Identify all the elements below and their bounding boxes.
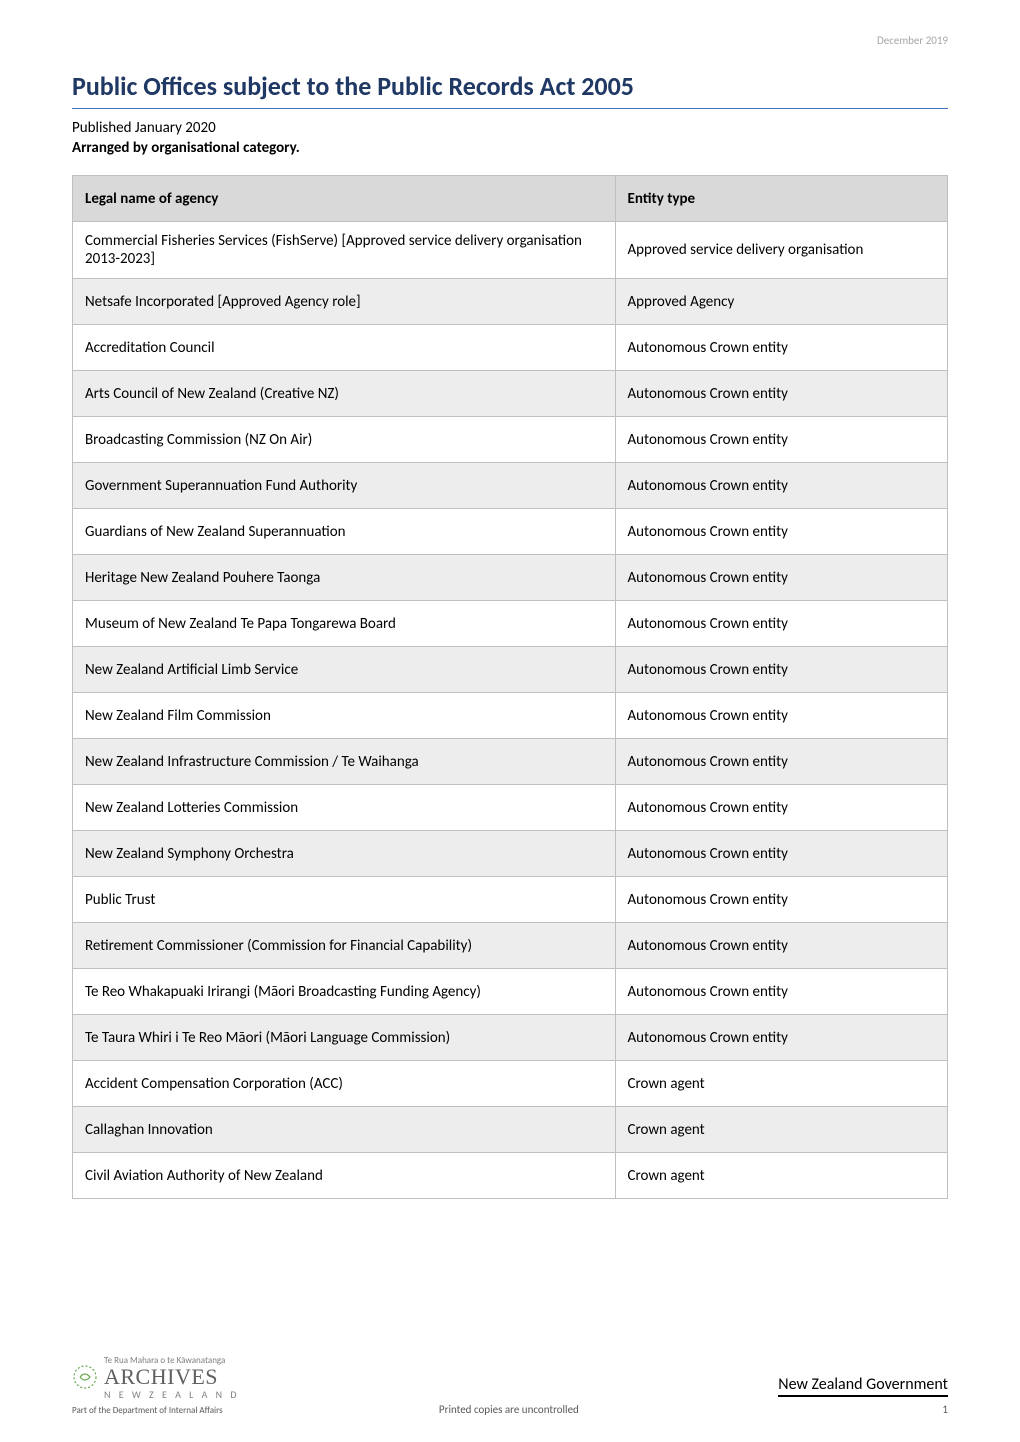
col-header-type: Entity type (615, 176, 948, 222)
cell-entity-type: Autonomous Crown entity (615, 923, 948, 969)
table-row: Public TrustAutonomous Crown entity (73, 877, 948, 923)
footer-right: New Zealand Government 1 (778, 1375, 948, 1416)
table-header-row: Legal name of agency Entity type (73, 176, 948, 222)
table-row: New Zealand Artificial Limb ServiceAuton… (73, 647, 948, 693)
table-row: Accreditation CouncilAutonomous Crown en… (73, 325, 948, 371)
table-row: Commercial Fisheries Services (FishServe… (73, 222, 948, 279)
table-row: Civil Aviation Authority of New ZealandC… (73, 1153, 948, 1199)
cell-agency-name: Te Taura Whiri i Te Reo Māori (Māori Lan… (73, 1015, 616, 1061)
cell-entity-type: Autonomous Crown entity (615, 417, 948, 463)
col-header-name: Legal name of agency (73, 176, 616, 222)
cell-entity-type: Autonomous Crown entity (615, 739, 948, 785)
cell-agency-name: Netsafe Incorporated [Approved Agency ro… (73, 279, 616, 325)
table-row: Arts Council of New Zealand (Creative NZ… (73, 371, 948, 417)
cell-entity-type: Autonomous Crown entity (615, 371, 948, 417)
page-footer: Te Rua Mahara o te Kāwanatanga ARCHIVES … (72, 1355, 948, 1416)
footer-center-text: Printed copies are uncontrolled (439, 1403, 579, 1416)
cell-agency-name: Accident Compensation Corporation (ACC) (73, 1061, 616, 1107)
cell-agency-name: Arts Council of New Zealand (Creative NZ… (73, 371, 616, 417)
date-header: December 2019 (877, 34, 948, 47)
cell-agency-name: Guardians of New Zealand Superannuation (73, 509, 616, 555)
cell-entity-type: Autonomous Crown entity (615, 693, 948, 739)
published-line: Published January 2020 (72, 119, 948, 137)
cell-agency-name: Broadcasting Commission (NZ On Air) (73, 417, 616, 463)
cell-entity-type: Approved Agency (615, 279, 948, 325)
table-row: Heritage New Zealand Pouhere TaongaAuton… (73, 555, 948, 601)
page-number: 1 (942, 1403, 948, 1416)
table-row: Te Taura Whiri i Te Reo Māori (Māori Lan… (73, 1015, 948, 1061)
table-row: Retirement Commissioner (Commission for … (73, 923, 948, 969)
cell-entity-type: Autonomous Crown entity (615, 969, 948, 1015)
table-row: New Zealand Symphony OrchestraAutonomous… (73, 831, 948, 877)
cell-entity-type: Crown agent (615, 1107, 948, 1153)
cell-agency-name: Accreditation Council (73, 325, 616, 371)
cell-agency-name: Museum of New Zealand Te Papa Tongarewa … (73, 601, 616, 647)
cell-entity-type: Autonomous Crown entity (615, 555, 948, 601)
table-row: Guardians of New Zealand SuperannuationA… (73, 509, 948, 555)
cell-entity-type: Autonomous Crown entity (615, 785, 948, 831)
footer-left: Te Rua Mahara o te Kāwanatanga ARCHIVES … (72, 1355, 240, 1416)
offices-table: Legal name of agency Entity type Commerc… (72, 175, 948, 1199)
cell-entity-type: Autonomous Crown entity (615, 647, 948, 693)
cell-entity-type: Crown agent (615, 1153, 948, 1199)
table-row: Accident Compensation Corporation (ACC)C… (73, 1061, 948, 1107)
cell-agency-name: Public Trust (73, 877, 616, 923)
cell-agency-name: Callaghan Innovation (73, 1107, 616, 1153)
cell-entity-type: Crown agent (615, 1061, 948, 1107)
cell-agency-name: New Zealand Infrastructure Commission / … (73, 739, 616, 785)
table-row: New Zealand Infrastructure Commission / … (73, 739, 948, 785)
table-row: New Zealand Lotteries CommissionAutonomo… (73, 785, 948, 831)
cell-entity-type: Autonomous Crown entity (615, 601, 948, 647)
cell-entity-type: Autonomous Crown entity (615, 1015, 948, 1061)
cell-agency-name: Commercial Fisheries Services (FishServe… (73, 222, 616, 279)
cell-agency-name: Retirement Commissioner (Commission for … (73, 923, 616, 969)
archives-dept-line: Part of the Department of Internal Affai… (72, 1405, 223, 1416)
archives-icon (72, 1364, 98, 1390)
cell-agency-name: New Zealand Artificial Limb Service (73, 647, 616, 693)
table-row: Museum of New Zealand Te Papa Tongarewa … (73, 601, 948, 647)
archives-logo: ARCHIVES (72, 1364, 218, 1390)
cell-agency-name: New Zealand Lotteries Commission (73, 785, 616, 831)
nz-government-wordmark: New Zealand Government (778, 1375, 948, 1397)
arranged-line: Arranged by organisational category. (72, 139, 948, 157)
table-row: Callaghan InnovationCrown agent (73, 1107, 948, 1153)
cell-agency-name: Government Superannuation Fund Authority (73, 463, 616, 509)
table-row: Government Superannuation Fund Authority… (73, 463, 948, 509)
cell-agency-name: New Zealand Film Commission (73, 693, 616, 739)
cell-entity-type: Autonomous Crown entity (615, 509, 948, 555)
archives-subtitle: N E W Z E A L A N D (104, 1388, 240, 1401)
cell-agency-name: Heritage New Zealand Pouhere Taonga (73, 555, 616, 601)
table-row: Broadcasting Commission (NZ On Air)Auton… (73, 417, 948, 463)
cell-agency-name: Civil Aviation Authority of New Zealand (73, 1153, 616, 1199)
cell-agency-name: New Zealand Symphony Orchestra (73, 831, 616, 877)
archives-wordmark: ARCHIVES (104, 1364, 218, 1390)
cell-entity-type: Autonomous Crown entity (615, 877, 948, 923)
page-title: Public Offices subject to the Public Rec… (72, 70, 948, 109)
cell-entity-type: Approved service delivery organisation (615, 222, 948, 279)
table-row: New Zealand Film CommissionAutonomous Cr… (73, 693, 948, 739)
table-body: Commercial Fisheries Services (FishServe… (73, 222, 948, 1199)
cell-entity-type: Autonomous Crown entity (615, 325, 948, 371)
table-row: Netsafe Incorporated [Approved Agency ro… (73, 279, 948, 325)
table-row: Te Reo Whakapuaki Irirangi (Māori Broadc… (73, 969, 948, 1015)
cell-agency-name: Te Reo Whakapuaki Irirangi (Māori Broadc… (73, 969, 616, 1015)
cell-entity-type: Autonomous Crown entity (615, 463, 948, 509)
cell-entity-type: Autonomous Crown entity (615, 831, 948, 877)
